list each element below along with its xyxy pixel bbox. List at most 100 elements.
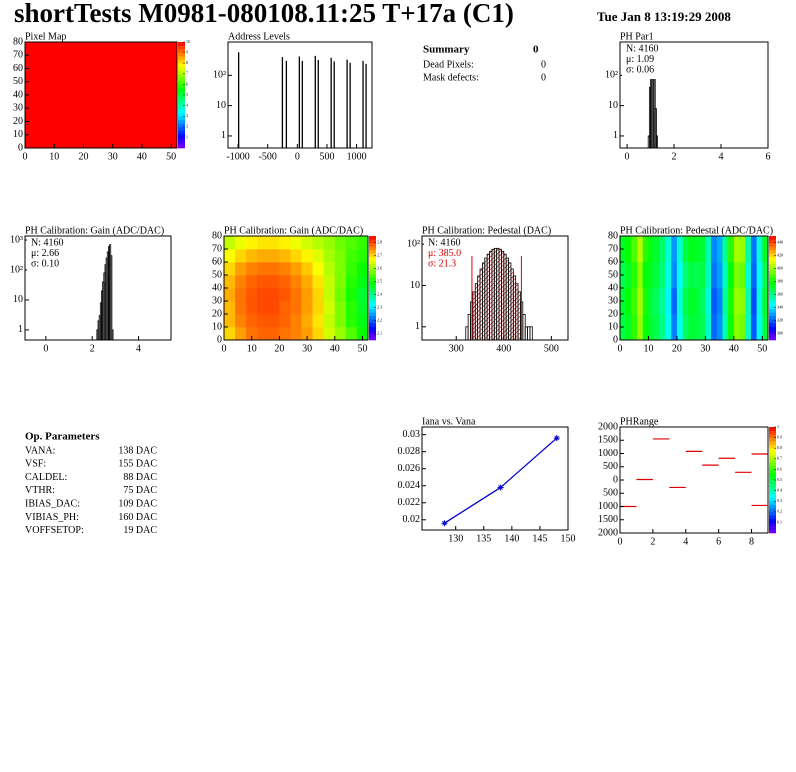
heat-cell — [671, 314, 678, 341]
heat-cell — [699, 236, 706, 263]
palette-step — [769, 451, 776, 456]
heat-cell — [716, 314, 723, 341]
heat-cell — [301, 314, 313, 328]
palette-step — [178, 95, 185, 99]
op-label: VTHR: — [25, 485, 55, 496]
heat-cell — [682, 314, 689, 341]
y-tick-label: 20 — [212, 308, 222, 319]
panel: PH Calibration: Pedestal (DAC) 300 400 500 1… — [407, 225, 569, 354]
palette-label: 2.3 — [377, 304, 382, 309]
heat-cell — [334, 236, 347, 250]
heat-cell — [688, 262, 695, 289]
heat-cell — [648, 236, 655, 263]
heat-cell — [722, 314, 729, 341]
palette-step — [769, 515, 776, 520]
x-tick-label: 2 — [90, 343, 95, 354]
heat-cell — [312, 236, 324, 250]
heat-cell — [659, 314, 666, 341]
palette-step — [178, 130, 185, 135]
palette-step — [178, 70, 185, 75]
heat-cell — [728, 262, 735, 289]
heat-cell — [290, 327, 302, 341]
point-marker — [497, 484, 504, 491]
panel: Address Levels -1000 -500 0 500 1000 1 10 10² — [213, 31, 373, 162]
y-tick-label: 10² — [407, 238, 420, 249]
heat-cell — [728, 288, 735, 315]
heat-cell — [257, 236, 269, 250]
y-tick-label: 1 — [613, 130, 618, 141]
x-tick-label: 0 — [23, 151, 28, 162]
palette-label: 9 — [186, 50, 188, 55]
heat-cell — [762, 262, 769, 289]
heat-cell — [268, 249, 280, 263]
x-tick-label: 40 — [330, 343, 340, 354]
palette-step — [178, 59, 185, 64]
stats-line: μ: 2.66 — [31, 248, 59, 259]
y-tick-label: 0.026 — [398, 463, 421, 474]
x-tick-label: 0 — [618, 343, 623, 354]
point-marker — [441, 520, 448, 527]
heat-cell — [345, 314, 358, 328]
panel-title: PHRange — [620, 416, 659, 427]
heat-cell — [665, 262, 672, 289]
palette-step — [178, 77, 185, 82]
palette-step — [769, 522, 776, 527]
op-parameters: Op. Parameters VANA: 138 DAC VSF: 155 DAC CA… — [25, 431, 157, 537]
y-tick-label: 10² — [213, 70, 226, 81]
palette-label: 2.6 — [377, 265, 382, 270]
heat-cell — [279, 314, 291, 328]
palette-label: 4 — [186, 103, 188, 108]
heat-cell — [756, 288, 763, 315]
palette-step — [769, 256, 776, 261]
heat-cell — [279, 262, 291, 276]
panel-title: Iana vs. Vana — [422, 416, 476, 427]
palette-label: 360 — [777, 291, 783, 296]
heat-cell — [25, 42, 178, 149]
y-tick-label: 0 — [613, 334, 618, 345]
y-tick-label: 1 — [415, 321, 420, 332]
palette-step — [769, 291, 776, 296]
x-tick-label: -500 — [259, 151, 277, 162]
hist-bar — [110, 255, 113, 341]
y-tick-label: 1 — [221, 130, 226, 141]
palette-label: 2.2 — [377, 317, 382, 322]
heat-cell — [637, 314, 644, 341]
y-tick-label: 10 — [212, 321, 222, 332]
y-tick-label: 20 — [13, 116, 23, 127]
y-tick-label: 10 — [13, 294, 23, 305]
palette-step — [769, 476, 776, 481]
palette-label: 2.5 — [377, 278, 382, 283]
y-tick-label: 0 — [613, 474, 618, 485]
palette-step — [369, 274, 376, 278]
y-tick-label: 40 — [212, 282, 222, 293]
heat-cell — [257, 327, 269, 341]
heat-cell — [246, 314, 258, 328]
heat-cell — [356, 301, 369, 315]
palette-step — [178, 63, 185, 68]
palette-step — [769, 494, 776, 498]
palette-label: 440 — [777, 239, 783, 244]
heat-cell — [733, 314, 740, 341]
heat-cell — [722, 236, 729, 263]
heat-cell — [750, 262, 757, 289]
op-label: VIBIAS_PH: — [25, 512, 79, 523]
palette-step — [769, 294, 776, 299]
heat-cell — [268, 288, 280, 302]
stats-line: σ: 21.3 — [428, 258, 456, 269]
y-tick-label: 10 — [13, 129, 23, 140]
y-tick-label: 70 — [13, 50, 23, 61]
x-tick-label: 140 — [504, 533, 519, 544]
palette-label: 0.4 — [777, 488, 782, 493]
heat-cell — [671, 288, 678, 315]
palette-step — [769, 465, 776, 470]
heat-cell — [301, 327, 313, 341]
heat-cell — [290, 249, 302, 263]
stats-line: N: 4160 — [31, 237, 64, 248]
y-tick-label: 500 — [603, 461, 618, 472]
heat-cell — [235, 262, 247, 276]
palette-step — [769, 480, 776, 484]
y-tick-label: 1000 — [598, 501, 618, 512]
heat-cell — [290, 314, 302, 328]
frame — [619, 41, 769, 149]
heat-cell — [323, 301, 336, 315]
